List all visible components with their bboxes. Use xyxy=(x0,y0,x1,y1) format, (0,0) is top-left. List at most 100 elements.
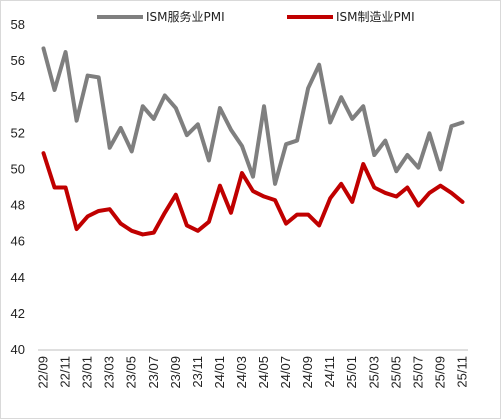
data-point xyxy=(350,200,354,204)
x-tick-label: 22/11 xyxy=(58,356,73,388)
data-point xyxy=(207,158,211,162)
data-point xyxy=(460,200,464,204)
x-tick-label: 25/11 xyxy=(454,356,469,388)
legend-label-services: ISM服务业PMI xyxy=(146,9,225,24)
data-point xyxy=(196,122,200,126)
x-tick-label: 25/07 xyxy=(410,356,425,389)
data-point xyxy=(130,149,134,153)
data-point xyxy=(163,93,167,97)
x-tick-label: 22/09 xyxy=(36,356,51,389)
y-tick-label: 44 xyxy=(11,270,25,285)
data-point xyxy=(196,229,200,233)
x-tick-label: 24/05 xyxy=(256,356,271,389)
x-tick-label: 25/03 xyxy=(366,356,381,389)
x-tick-label: 24/11 xyxy=(322,356,337,388)
data-point xyxy=(383,139,387,143)
x-tick-label: 25/05 xyxy=(388,356,403,389)
data-point xyxy=(273,198,277,202)
data-point xyxy=(438,184,442,188)
data-point xyxy=(119,222,123,226)
x-tick-label: 24/07 xyxy=(278,356,293,389)
data-point xyxy=(218,184,222,188)
data-point xyxy=(262,195,266,199)
data-point xyxy=(42,46,46,50)
data-point xyxy=(416,166,420,170)
data-point xyxy=(372,186,376,189)
y-tick-label: 40 xyxy=(11,342,25,357)
data-point xyxy=(328,196,332,200)
data-point xyxy=(251,175,255,179)
data-point xyxy=(108,146,112,150)
y-tick-label: 56 xyxy=(11,53,25,68)
data-point xyxy=(394,169,398,173)
x-tick-label: 25/09 xyxy=(432,356,447,389)
x-tick-label: 24/01 xyxy=(212,356,227,389)
data-point xyxy=(383,191,387,195)
legend-item-services: ISM服务业PMI xyxy=(97,9,225,24)
data-point xyxy=(141,104,145,108)
x-tick-label: 23/01 xyxy=(80,356,95,389)
data-point xyxy=(141,232,145,236)
legend: ISM服务业PMI ISM制造业PMI xyxy=(97,9,415,24)
data-point xyxy=(317,63,321,67)
data-point xyxy=(75,227,79,231)
data-point xyxy=(53,88,57,92)
legend-item-manufacturing: ISM制造业PMI xyxy=(287,10,415,24)
data-point xyxy=(306,86,310,90)
data-point xyxy=(130,229,134,233)
y-tick-label: 50 xyxy=(11,161,25,176)
data-point xyxy=(284,142,288,146)
y-tick-label: 58 xyxy=(11,17,25,32)
y-tick-label: 54 xyxy=(11,89,25,104)
data-point xyxy=(97,75,101,79)
x-tick-label: 23/09 xyxy=(168,356,183,389)
data-point xyxy=(449,124,453,128)
data-point xyxy=(416,204,420,208)
y-tick-label: 52 xyxy=(11,125,25,140)
data-point xyxy=(86,74,90,78)
data-point xyxy=(174,106,178,110)
data-point xyxy=(64,186,68,189)
data-point xyxy=(240,144,244,148)
data-point xyxy=(295,139,299,143)
data-point xyxy=(251,189,255,193)
data-point xyxy=(350,117,354,121)
data-point xyxy=(339,182,343,186)
data-point xyxy=(119,126,123,130)
data-point xyxy=(273,182,277,186)
data-point xyxy=(262,104,266,108)
data-point xyxy=(284,222,288,226)
data-point xyxy=(306,213,310,217)
data-point xyxy=(108,207,112,211)
data-point xyxy=(317,223,321,227)
data-point xyxy=(185,223,189,227)
data-point xyxy=(427,131,431,135)
data-point xyxy=(64,50,68,54)
x-tick-label: 23/03 xyxy=(102,356,117,389)
x-axis: 22/09 22/11 23/01 23/03 23/05 23/07 23/09 23/11… xyxy=(36,349,469,389)
data-point xyxy=(185,133,189,137)
series-line xyxy=(41,46,465,186)
x-tick-label: 23/07 xyxy=(146,356,161,389)
data-point xyxy=(97,209,101,213)
data-point xyxy=(427,191,431,195)
legend-label-manufacturing: ISM制造业PMI xyxy=(336,10,415,24)
data-point xyxy=(328,121,332,124)
x-tick-label: 24/03 xyxy=(234,356,249,389)
y-tick-label: 42 xyxy=(11,306,25,321)
data-point xyxy=(372,153,376,157)
data-point xyxy=(460,121,464,124)
y-tick-label: 48 xyxy=(11,198,25,213)
data-point xyxy=(295,213,299,217)
data-point xyxy=(207,220,211,224)
x-tick-label: 23/05 xyxy=(124,356,139,389)
data-point xyxy=(42,151,46,155)
data-point xyxy=(361,104,365,108)
data-point xyxy=(449,191,453,195)
data-point xyxy=(229,128,233,132)
y-tick-label: 46 xyxy=(11,234,25,249)
data-point xyxy=(152,231,156,235)
data-point xyxy=(240,171,244,175)
